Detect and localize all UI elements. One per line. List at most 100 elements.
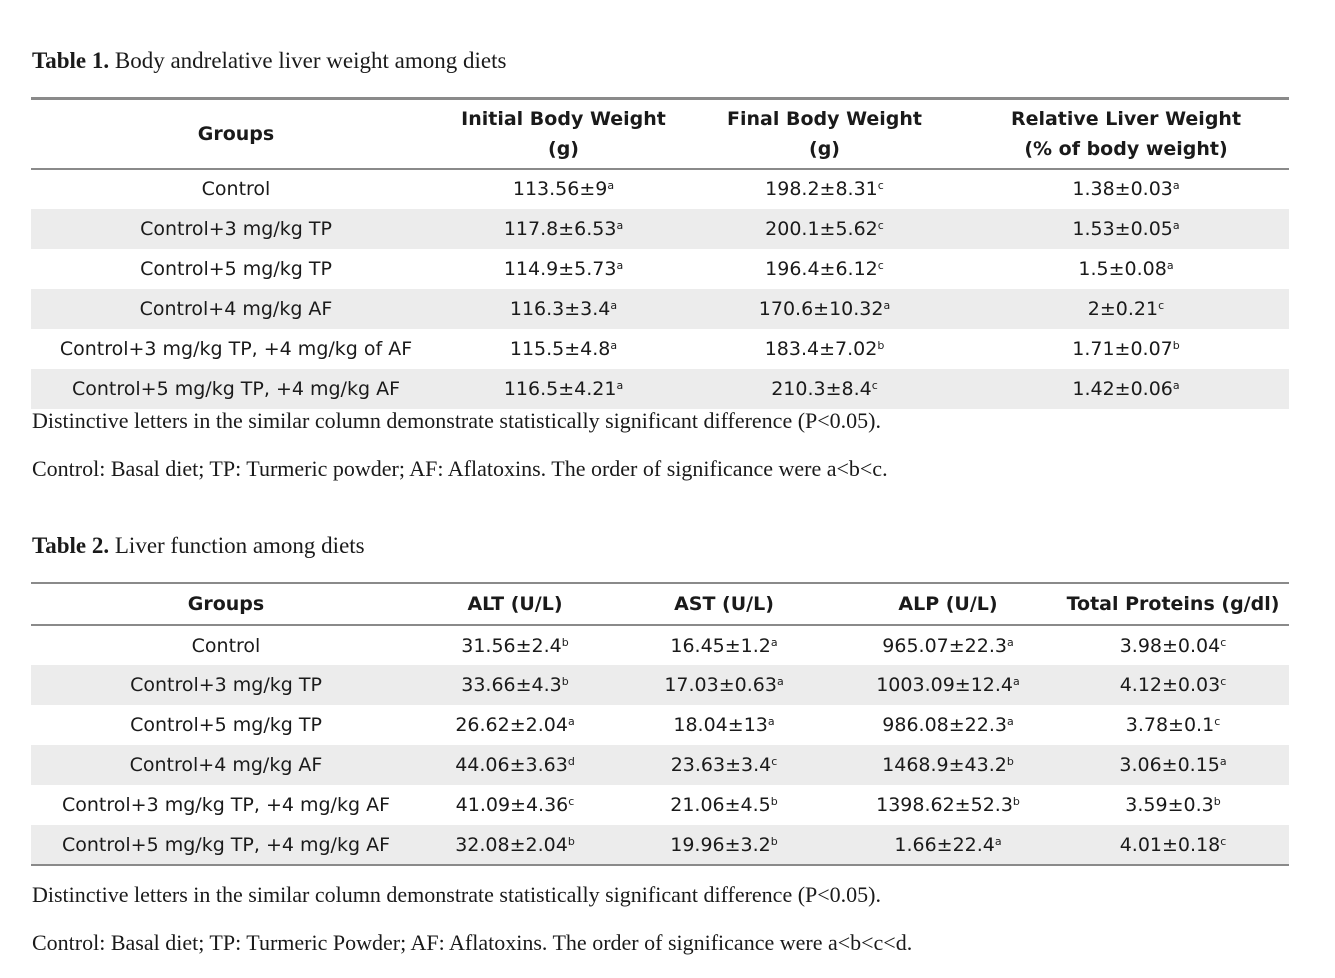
significance-letter: a: [616, 378, 624, 392]
significance-letter: c: [1158, 298, 1165, 312]
table-row: Control+5 mg/kg TP, +4 mg/kg AF 32.08±2.0…: [31, 825, 1289, 865]
significance-letter: a: [610, 298, 618, 312]
group-cell: Control+3 mg/kg TP, +4 mg/kg AF: [62, 794, 390, 816]
group-cell: Control+3 mg/kg TP: [130, 674, 322, 696]
value-cell: 198.2±8.31c: [765, 178, 884, 200]
significance-letter: a: [610, 338, 618, 352]
value-cell: 196.4±6.12c: [765, 257, 884, 280]
significance-letter: a: [1006, 635, 1014, 649]
value-cell: 2±0.21c: [1087, 297, 1165, 320]
significance-letter: a: [567, 715, 575, 728]
significance-letter: b: [1006, 755, 1014, 768]
value-cell: 1.66±22.4a: [894, 833, 1002, 856]
significance-letter: c: [1220, 635, 1227, 649]
group-cell: Control+3 mg/kg TP: [140, 217, 332, 240]
table-row: Control+4 mg/kg AF 44.06±3.63d 23.63±3.4c 1…: [31, 745, 1289, 785]
value-cell: 1.53±0.05a: [1072, 217, 1180, 240]
significance-letter: c: [877, 258, 884, 272]
group-cell: Control+5 mg/kg TP: [130, 714, 322, 736]
value-cell: 965.07±22.3a: [882, 634, 1014, 657]
table1: Groups Initial Body Weight (g) Final Body…: [31, 97, 1289, 409]
significance-letter: c: [771, 755, 778, 768]
significance-letter: b: [1213, 795, 1221, 808]
value-cell: 3.98±0.04c: [1119, 634, 1227, 657]
value-cell: 200.1±5.62c: [765, 217, 884, 240]
significance-letter: b: [567, 834, 575, 848]
table2-header-ast: AST (U/L): [609, 583, 839, 626]
significance-letter: c: [877, 179, 884, 192]
value-cell: 986.08±22.3a: [882, 714, 1014, 736]
group-cell: Control+4 mg/kg AF: [129, 754, 323, 776]
significance-letter: b: [561, 675, 569, 688]
value-cell: 1.38±0.03a: [1072, 178, 1180, 200]
value-cell: 4.01±0.18c: [1119, 833, 1227, 856]
table-row: Control 113.56±9a 198.2±8.31c 1.38±0.03a: [31, 169, 1289, 209]
significance-letter: c: [877, 218, 884, 232]
table-row: Control+3 mg/kg TP 33.66±4.3b 17.03±0.63a 1…: [31, 665, 1289, 705]
significance-letter: a: [616, 258, 624, 272]
value-cell: 114.9±5.73a: [503, 257, 624, 280]
value-cell: 116.3±3.4a: [509, 297, 618, 320]
significance-letter: a: [770, 635, 778, 649]
value-cell: 17.03±0.63a: [664, 674, 784, 696]
value-cell: 3.06±0.15a: [1119, 754, 1227, 776]
table1-body: Control 113.56±9a 198.2±8.31c 1.38±0.03a Con…: [31, 169, 1289, 409]
significance-letter: a: [1006, 715, 1014, 728]
value-cell: 1398.62±52.3b: [876, 794, 1020, 816]
group-cell: Control+3 mg/kg TP, +4 mg/kg of AF: [59, 337, 413, 360]
significance-letter: a: [767, 715, 775, 728]
value-cell: 1003.09±12.4a: [876, 674, 1020, 696]
significance-letter: a: [883, 298, 891, 312]
table2-header-total-proteins: Total Proteins (g/dl): [1057, 583, 1289, 626]
table1-caption-label: Table 1.: [32, 48, 110, 73]
value-cell: 16.45±1.2a: [670, 634, 778, 657]
significance-letter: a: [1219, 755, 1227, 768]
table-row: Control+5 mg/kg TP, +4 mg/kg AF 116.5±4.2…: [31, 368, 1289, 409]
significance-letter: a: [1166, 258, 1174, 272]
table2-header: Groups ALT (U/L) AST (U/L) ALP (U/L) Tot…: [31, 583, 1289, 626]
group-cell: Control+5 mg/kg TP: [140, 257, 332, 280]
group-cell: Control+5 mg/kg TP, +4 mg/kg AF: [62, 833, 390, 856]
value-cell: 115.5±4.8a: [509, 337, 618, 360]
table1-header-groups: Groups: [31, 98, 441, 170]
value-cell: 41.09±4.36c: [455, 794, 575, 816]
significance-letter: a: [1172, 218, 1180, 232]
value-cell: 26.62±2.04a: [455, 714, 575, 736]
significance-letter: a: [1172, 378, 1180, 392]
value-cell: 31.56±2.4b: [461, 634, 569, 657]
value-cell: 33.66±4.3b: [461, 674, 569, 696]
significance-letter: b: [1012, 795, 1020, 808]
significance-letter: a: [1013, 675, 1020, 688]
group-cell: Control+5 mg/kg TP, +4 mg/kg AF: [72, 377, 400, 400]
table2-note-abbreviations: Control: Basal diet; TP: Turmeric Powder…: [32, 930, 913, 955]
table1-header: Groups Initial Body Weight (g) Final Body…: [31, 98, 1289, 170]
value-cell: 183.4±7.02b: [764, 337, 885, 360]
value-cell: 170.6±10.32a: [758, 297, 891, 320]
table2-caption-label: Table 2.: [32, 533, 110, 558]
value-cell: 117.8±6.53a: [503, 217, 624, 240]
table1-note-significance: Distinctive letters in the similar colum…: [32, 408, 882, 433]
value-cell: 23.63±3.4c: [670, 754, 778, 776]
table2-caption-text: Liver function among diets: [109, 533, 365, 558]
table2-header-groups: Groups: [31, 583, 421, 626]
significance-letter: c: [871, 378, 878, 392]
value-cell: 1.5±0.08a: [1078, 257, 1174, 280]
significance-letter: b: [770, 795, 778, 808]
value-cell: 19.96±3.2b: [670, 833, 778, 856]
significance-letter: a: [994, 834, 1002, 848]
table-row: Control+5 mg/kg TP 114.9±5.73a 196.4±6.12c…: [31, 249, 1289, 289]
value-cell: 3.78±0.1c: [1125, 714, 1221, 736]
group-cell: Control: [191, 634, 261, 657]
value-cell: 1.42±0.06a: [1072, 377, 1180, 400]
table1-header-final-weight: Final Body Weight (g): [686, 98, 963, 170]
significance-letter: b: [561, 635, 569, 649]
group-cell: Control+4 mg/kg AF: [139, 297, 333, 320]
table1-caption-text: Body andrelative liver weight among diet…: [109, 48, 507, 73]
table1-header-liver-weight: Relative Liver Weight (% of body weight): [963, 98, 1289, 170]
table-row: Control+5 mg/kg TP 26.62±2.04a 18.04±13a 98…: [31, 705, 1289, 745]
table2-header-alp: ALP (U/L): [839, 583, 1057, 626]
significance-letter: b: [877, 338, 885, 352]
significance-letter: c: [1214, 715, 1221, 728]
table2-caption: Table 2. Liver function among diets: [32, 532, 365, 560]
